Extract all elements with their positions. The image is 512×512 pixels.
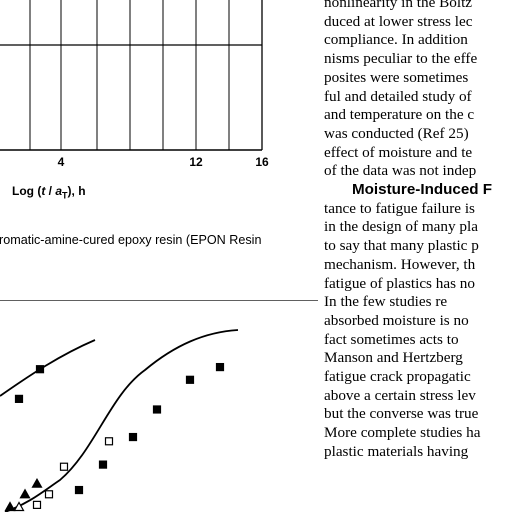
body-text-column: nonlinearity in the Boltz duced at lower…: [324, 0, 512, 462]
text-line: fact sometimes acts to: [324, 331, 512, 350]
x-axis-label: Log (t / aT), h: [12, 184, 86, 200]
data-point-filled-square: [130, 434, 137, 441]
text-line: plastic materials having: [324, 443, 512, 462]
text-line: and temperature on the c: [324, 106, 512, 125]
text-line: mechanism. However, th: [324, 256, 512, 275]
data-point-open-square: [34, 501, 41, 508]
text-line: posites were sometimes: [324, 69, 512, 88]
text-line: fatigue of plastics has no: [324, 275, 512, 294]
data-point-filled-triangle: [6, 503, 15, 511]
data-markers: [6, 364, 224, 511]
top-chart-grid: [0, 0, 300, 160]
data-point-filled-square: [217, 364, 224, 371]
section-heading: Moisture-Induced F: [324, 181, 512, 200]
data-point-filled-square: [154, 406, 161, 413]
text-line: ful and detailed study of: [324, 88, 512, 107]
text-line: to say that many plastic p: [324, 237, 512, 256]
bottom-chart: [0, 300, 320, 512]
text-line: tance to fatigue failure is: [324, 200, 512, 219]
x-label-prefix: Log (: [12, 184, 41, 198]
data-point-open-square: [106, 438, 113, 445]
curve-upper: [0, 340, 95, 396]
text-line: More complete studies ha: [324, 424, 512, 443]
x-label-suffix: ), h: [68, 184, 86, 198]
text-line: nisms peculiar to the effe: [324, 50, 512, 69]
text-line: but the converse was true: [324, 405, 512, 424]
text-line: above a certain stress lev: [324, 387, 512, 406]
text-line: In the few studies re: [324, 293, 512, 312]
data-point-filled-square: [37, 366, 44, 373]
text-line: in the design of many pla: [324, 218, 512, 237]
data-point-filled-triangle: [21, 490, 30, 498]
text-line: duced at lower stress lec: [324, 13, 512, 32]
x-tick-label: 4: [46, 155, 76, 169]
text-line: absorbed moisture is no: [324, 312, 512, 331]
text-line: of the data was not indep: [324, 162, 512, 181]
data-point-filled-square: [76, 487, 83, 494]
text-line: Manson and Hertzberg: [324, 349, 512, 368]
text-line: fatigue crack propagatic: [324, 368, 512, 387]
x-tick-label: 12: [181, 155, 211, 169]
data-point-open-square: [61, 463, 68, 470]
data-point-filled-square: [187, 376, 194, 383]
figure-caption: aromatic-amine-cured epoxy resin (EPON R…: [0, 233, 312, 247]
text-line: was conducted (Ref 25): [324, 125, 512, 144]
data-point-filled-triangle: [33, 479, 42, 487]
data-point-filled-square: [16, 395, 23, 402]
text-line: nonlinearity in the Boltz: [324, 0, 512, 13]
data-point-filled-square: [100, 461, 107, 468]
text-line: compliance. In addition: [324, 31, 512, 50]
text-line: effect of moisture and te: [324, 144, 512, 163]
data-point-open-square: [46, 491, 53, 498]
x-label-mid: /: [45, 184, 55, 198]
x-tick-label: 16: [247, 155, 277, 169]
